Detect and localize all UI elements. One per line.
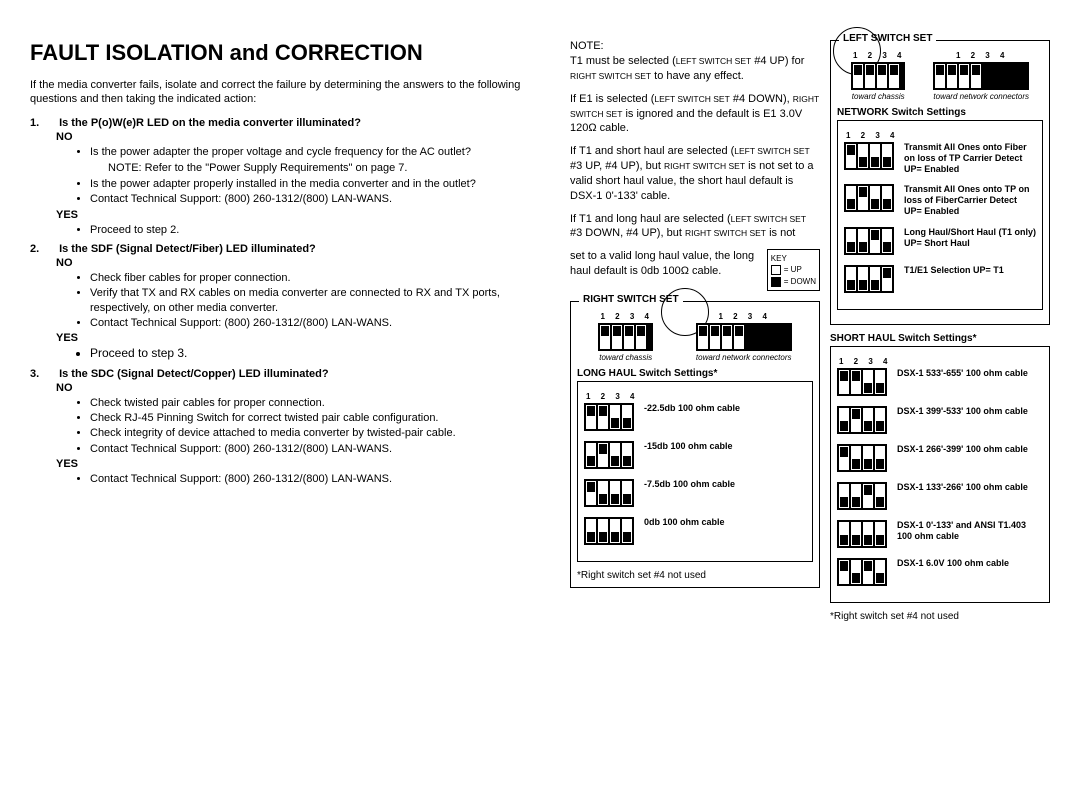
middle-column: NOTE: T1 must be selected (LEFT SWITCH S… (570, 40, 820, 622)
note-p2: If E1 is selected (LEFT SWITCH SET #4 DO… (570, 92, 820, 137)
q1-yes-label: YES (56, 209, 550, 221)
dip-switch-icon (844, 265, 894, 293)
dip-switch-icon (696, 323, 792, 351)
note-p3: If T1 and short haul are selected (LEFT … (570, 144, 820, 203)
note-heading: NOTE: (570, 40, 820, 52)
dip-switch-icon (584, 517, 634, 545)
page: FAULT ISOLATION and CORRECTION If the me… (30, 40, 1050, 622)
dip-switch-icon (933, 62, 1029, 90)
page-title: FAULT ISOLATION and CORRECTION (30, 40, 550, 66)
intro-text: If the media converter fails, isolate an… (30, 78, 550, 107)
long-haul-box: 1 2 3 4 -22.5db 100 ohm cable (577, 381, 813, 562)
question-1: 1. Is the P(o)W(e)R LED on the media con… (30, 117, 550, 129)
q1-no-label: NO (56, 131, 550, 143)
dip-switch-icon (837, 558, 887, 586)
dip-switch-icon (851, 62, 905, 90)
dip-switch-icon (844, 184, 894, 212)
question-3: 3. Is the SDC (Signal Detect/Copper) LED… (30, 368, 550, 380)
short-haul-box: 1 2 3 4 DSX-1 533'-655' 100 ohm cable (830, 346, 1050, 603)
question-2: 2. Is the SDF (Signal Detect/Fiber) LED … (30, 243, 550, 255)
q1-no-list: Is the power adapter the proper voltage … (90, 145, 550, 159)
dip-switch-icon (837, 406, 887, 434)
right-switch-set-box: RIGHT SWITCH SET 1 2 3 4 toward chassis (570, 301, 820, 588)
note-p4: If T1 and long haul are selected (LEFT S… (570, 212, 820, 242)
dip-switch-icon (584, 479, 634, 507)
far-right-column: LEFT SWITCH SET 1 2 3 4 toward chassis (830, 40, 1050, 622)
dip-switch-icon (598, 323, 652, 351)
dip-switch-icon (844, 227, 894, 255)
dip-switch-icon (837, 368, 887, 396)
note-p1: T1 must be selected (LEFT SWITCH SET #4 … (570, 54, 820, 84)
dip-switch-icon (844, 142, 894, 170)
left-column: FAULT ISOLATION and CORRECTION If the me… (30, 40, 550, 622)
dip-switch-icon (837, 444, 887, 472)
right-side: NOTE: T1 must be selected (LEFT SWITCH S… (570, 40, 1050, 622)
left-switch-set-box: LEFT SWITCH SET 1 2 3 4 toward chassis (830, 40, 1050, 325)
dip-switch-icon (584, 441, 634, 469)
dip-switch-icon (837, 520, 887, 548)
dip-switch-icon (584, 403, 634, 431)
network-settings-box: 1 2 3 4 Transmit All Ones onto Fiber on … (837, 120, 1043, 310)
dip-switch-icon (837, 482, 887, 510)
key-legend: KEY = UP = DOWN (767, 249, 820, 291)
